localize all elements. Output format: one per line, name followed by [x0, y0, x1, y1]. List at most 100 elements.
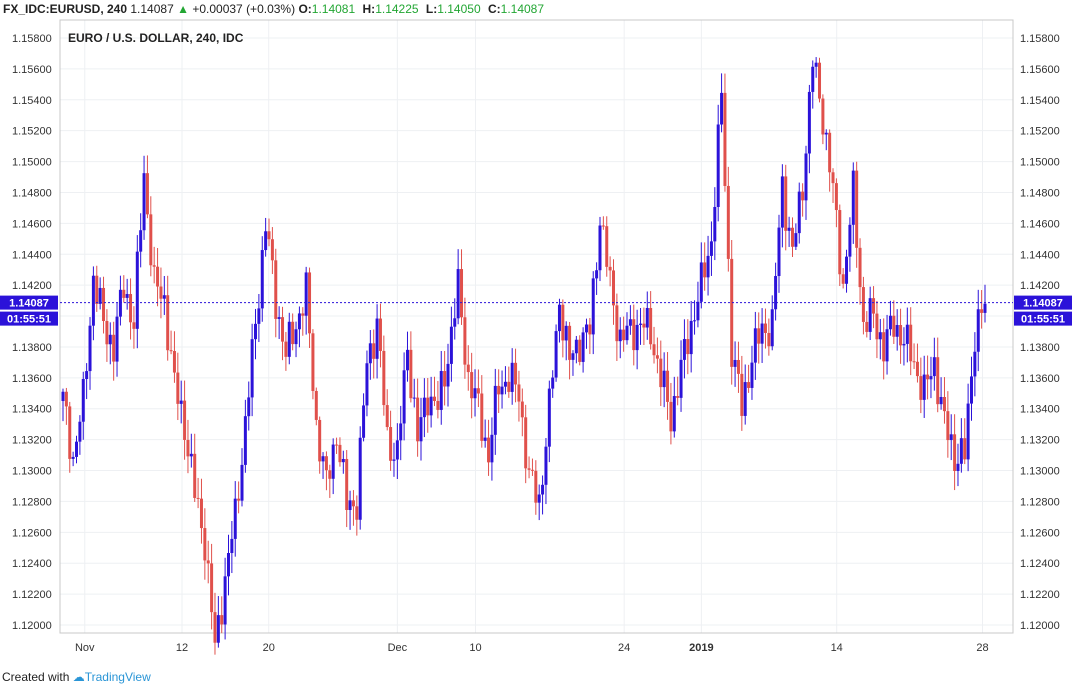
- y-tick-left-label: 1.14600: [12, 218, 52, 230]
- candle-body: [524, 417, 528, 469]
- candle-body: [365, 363, 369, 406]
- candle-body: [858, 247, 862, 288]
- candle-body: [693, 320, 697, 322]
- candle-body: [105, 321, 109, 345]
- candle-body: [807, 91, 811, 154]
- candle-body: [102, 287, 106, 322]
- candle-body: [547, 388, 551, 447]
- y-axis-right: 1.15800 1.15600 1.15400 1.15200 1.15000 1.148…: [1020, 33, 1060, 632]
- high-label: H:: [362, 2, 376, 16]
- candle-body: [483, 437, 487, 441]
- close-label: C:: [487, 2, 501, 16]
- candle-body: [568, 325, 572, 360]
- candle-body: [75, 441, 79, 457]
- y-tick-left-label: 1.12200: [12, 589, 52, 601]
- candle-body: [784, 176, 788, 231]
- candle-body: [152, 265, 156, 267]
- candle-body: [112, 334, 116, 362]
- candle-body: [875, 313, 879, 340]
- candle-body: [226, 553, 230, 577]
- candle-body: [709, 241, 713, 256]
- candle-body: [375, 318, 379, 359]
- y-tick-right-label: 1.14600: [1020, 218, 1060, 230]
- candle-body: [240, 464, 244, 501]
- candle-body: [203, 528, 207, 561]
- change-up-icon: ▲: [177, 2, 189, 16]
- candle-body: [969, 376, 973, 404]
- candle-body: [91, 275, 95, 326]
- candle-body: [277, 317, 281, 319]
- candle-body: [466, 364, 470, 373]
- candle-body: [166, 295, 170, 351]
- candle-body: [753, 328, 757, 363]
- candle-body: [314, 391, 318, 420]
- symbol-label: FX_IDC:EURUSD, 240: [3, 2, 128, 16]
- candle-body: [787, 227, 791, 231]
- y-tick-right-label: 1.13600: [1020, 373, 1060, 385]
- y-tick-right-label: 1.13400: [1020, 404, 1060, 416]
- candle-body: [743, 382, 747, 416]
- candle-body: [872, 298, 876, 314]
- candle-body: [541, 484, 545, 495]
- x-tick-label: 20: [263, 642, 275, 654]
- y-tick-left-label: 1.14400: [12, 249, 52, 261]
- candle-body: [882, 332, 886, 362]
- y-tick-right-label: 1.14800: [1020, 187, 1060, 199]
- candle-body: [520, 401, 524, 418]
- candle-body: [649, 308, 653, 345]
- candle-body: [260, 250, 264, 309]
- current-price-right: 1.14087: [1023, 298, 1063, 310]
- candle-body: [503, 381, 507, 387]
- candle-body: [216, 615, 220, 643]
- candle-body: [730, 258, 734, 367]
- candle-body: [436, 400, 440, 410]
- candle-body: [460, 269, 464, 318]
- tradingview-logo-icon[interactable]: ☁: [72, 670, 85, 684]
- candle-body: [757, 328, 761, 344]
- x-tick-label: 28: [976, 642, 988, 654]
- candle-body: [831, 172, 835, 184]
- grid-lines: [60, 20, 1013, 633]
- candle-body: [591, 278, 595, 335]
- plot-frame: [59, 19, 1014, 634]
- candle-body: [409, 349, 413, 399]
- candle-body: [899, 325, 903, 346]
- current-price-left: 1.14087: [9, 298, 49, 310]
- candle-body: [909, 324, 913, 362]
- y-tick-right-label: 1.13800: [1020, 342, 1060, 354]
- candle-body: [868, 298, 872, 332]
- y-tick-left-label: 1.15000: [12, 157, 52, 169]
- y-tick-right-label: 1.13000: [1020, 466, 1060, 478]
- y-tick-right-label: 1.14200: [1020, 280, 1060, 292]
- candle-body: [335, 444, 339, 446]
- candle-body: [183, 400, 187, 440]
- candle-body: [78, 421, 82, 442]
- candle-body: [895, 325, 899, 337]
- candle-body: [179, 400, 183, 404]
- candle-body: [976, 309, 980, 352]
- price-chart[interactable]: EURO / U.S. DOLLAR, 240, IDC 1.158001.15…: [0, 18, 1073, 670]
- candle-body: [341, 458, 345, 463]
- candlestick-series: [61, 57, 987, 655]
- candle-body: [561, 304, 565, 341]
- y-tick-right-label: 1.12200: [1020, 589, 1060, 601]
- candle-body: [237, 498, 241, 501]
- tradingview-brand[interactable]: TradingView: [84, 670, 151, 684]
- y-tick-right-label: 1.12000: [1020, 620, 1060, 632]
- candle-body: [595, 270, 599, 279]
- candle-body: [980, 309, 984, 313]
- candle-body: [85, 371, 89, 380]
- candle-body: [71, 456, 75, 459]
- y-tick-left-label: 1.14800: [12, 187, 52, 199]
- candle-body: [912, 361, 916, 363]
- candle-body: [122, 289, 126, 298]
- candle-body: [453, 318, 457, 327]
- candle-body: [733, 359, 737, 367]
- candle-body: [189, 453, 193, 457]
- candle-body: [530, 469, 534, 471]
- candle-body: [932, 357, 936, 377]
- candle-body: [804, 153, 808, 201]
- candle-body: [362, 405, 366, 438]
- candle-body: [720, 92, 724, 125]
- candle-body: [463, 317, 467, 365]
